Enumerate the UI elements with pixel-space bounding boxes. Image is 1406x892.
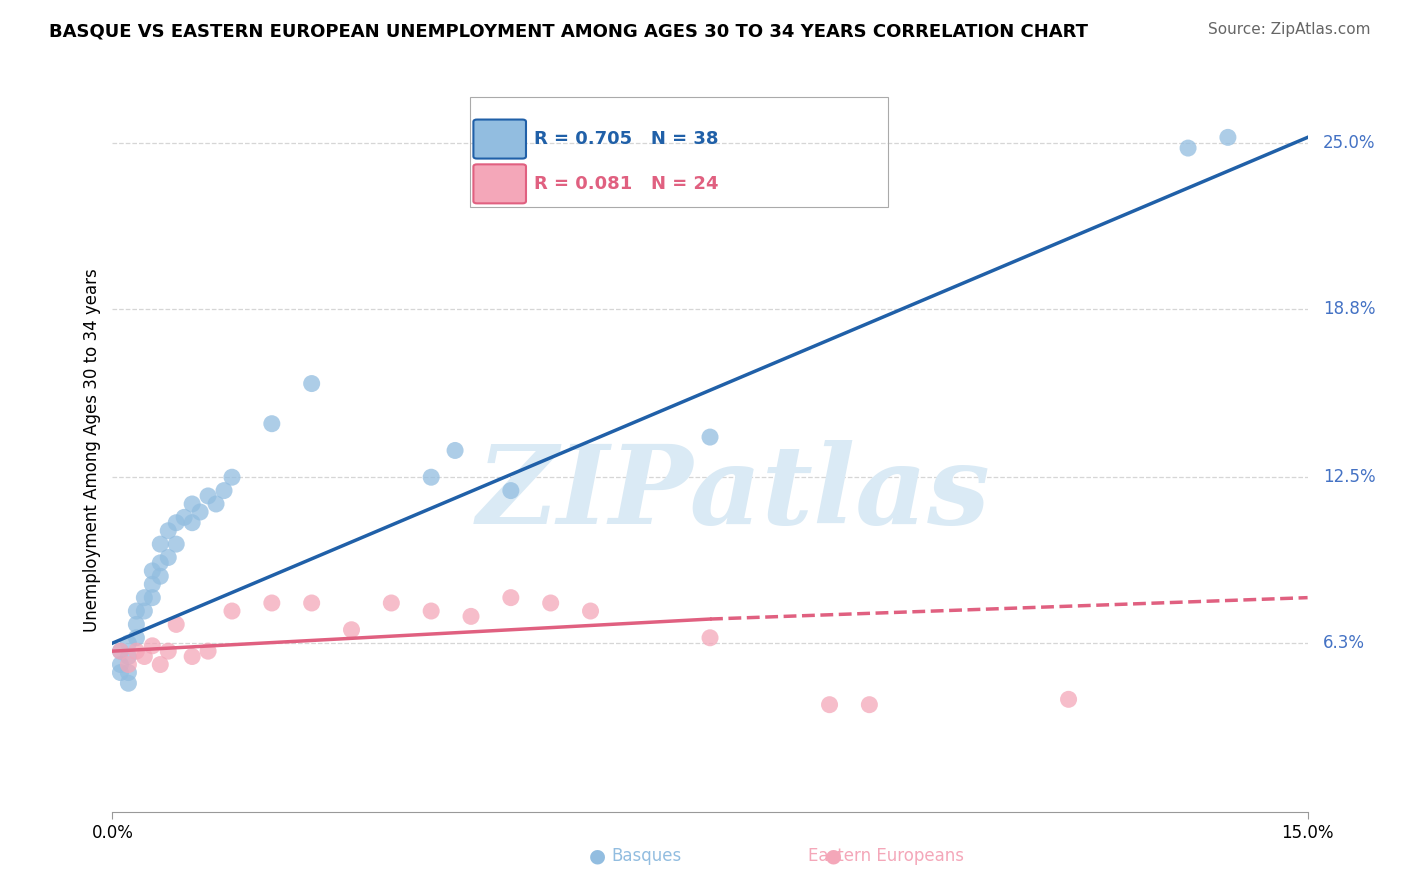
Point — [1057, 692, 1080, 706]
Point — [221, 470, 243, 484]
Text: ZIPatlas: ZIPatlas — [477, 440, 991, 548]
Point — [420, 470, 443, 484]
Point — [117, 657, 139, 672]
Point — [579, 604, 602, 618]
Point — [181, 497, 204, 511]
Point — [260, 596, 283, 610]
Point — [110, 657, 132, 672]
Point — [117, 665, 139, 680]
Text: 25.0%: 25.0% — [1323, 134, 1375, 152]
Point — [301, 376, 323, 391]
Text: BASQUE VS EASTERN EUROPEAN UNEMPLOYMENT AMONG AGES 30 TO 34 YEARS CORRELATION CH: BASQUE VS EASTERN EUROPEAN UNEMPLOYMENT … — [49, 22, 1088, 40]
Point — [165, 537, 187, 551]
Point — [260, 417, 283, 431]
Text: 12.5%: 12.5% — [1323, 468, 1375, 486]
Point — [699, 631, 721, 645]
Point — [125, 604, 148, 618]
Point — [117, 649, 139, 664]
Point — [157, 644, 180, 658]
Text: Basques: Basques — [612, 847, 682, 865]
Point — [141, 591, 163, 605]
Point — [380, 596, 402, 610]
Text: 6.3%: 6.3% — [1323, 634, 1365, 652]
Point — [117, 676, 139, 690]
Point — [165, 617, 187, 632]
Point — [149, 556, 172, 570]
Text: R = 0.705   N = 38: R = 0.705 N = 38 — [534, 130, 718, 148]
Point — [125, 644, 148, 658]
Point — [340, 623, 363, 637]
FancyBboxPatch shape — [474, 120, 526, 159]
Point — [117, 636, 139, 650]
Y-axis label: Unemployment Among Ages 30 to 34 years: Unemployment Among Ages 30 to 34 years — [83, 268, 101, 632]
Text: 18.8%: 18.8% — [1323, 300, 1375, 318]
Text: R = 0.081   N = 24: R = 0.081 N = 24 — [534, 175, 718, 193]
Point — [301, 596, 323, 610]
Point — [110, 665, 132, 680]
Point — [125, 631, 148, 645]
Point — [444, 443, 467, 458]
Point — [420, 604, 443, 618]
Point — [197, 644, 219, 658]
Point — [149, 569, 172, 583]
Point — [110, 644, 132, 658]
Point — [149, 657, 172, 672]
Text: ●: ● — [825, 847, 842, 866]
Point — [149, 537, 172, 551]
Text: ●: ● — [589, 847, 606, 866]
Point — [141, 564, 163, 578]
Point — [221, 604, 243, 618]
Point — [858, 698, 880, 712]
Point — [460, 609, 482, 624]
Point — [1177, 141, 1199, 155]
Point — [205, 497, 228, 511]
Point — [141, 577, 163, 591]
Point — [699, 430, 721, 444]
Point — [134, 604, 156, 618]
Point — [165, 516, 187, 530]
Point — [141, 639, 163, 653]
Point — [818, 698, 841, 712]
Point — [125, 617, 148, 632]
Point — [197, 489, 219, 503]
FancyBboxPatch shape — [474, 164, 526, 203]
Point — [499, 591, 522, 605]
Text: Eastern Europeans: Eastern Europeans — [808, 847, 963, 865]
Point — [540, 596, 562, 610]
Point — [181, 649, 204, 664]
Point — [1216, 130, 1239, 145]
Point — [188, 505, 211, 519]
Point — [499, 483, 522, 498]
Text: Source: ZipAtlas.com: Source: ZipAtlas.com — [1208, 22, 1371, 37]
Point — [173, 510, 195, 524]
Point — [157, 524, 180, 538]
Point — [110, 644, 132, 658]
Point — [134, 591, 156, 605]
Point — [157, 550, 180, 565]
Point — [212, 483, 235, 498]
Point — [181, 516, 204, 530]
Point — [134, 649, 156, 664]
